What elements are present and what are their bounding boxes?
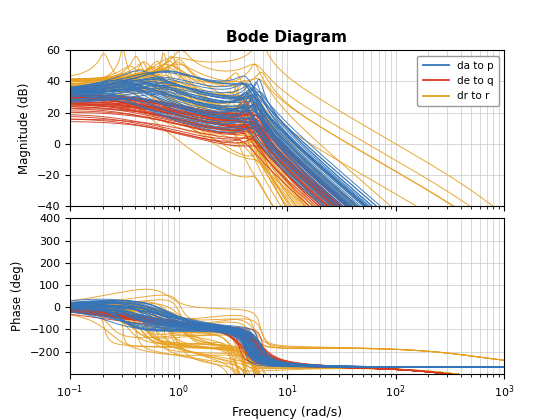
Legend: da to p, de to q, dr to r: da to p, de to q, dr to r bbox=[417, 55, 499, 106]
X-axis label: Frequency (rad/s): Frequency (rad/s) bbox=[232, 406, 342, 419]
Y-axis label: Phase (deg): Phase (deg) bbox=[11, 261, 24, 331]
Y-axis label: Magnitude (dB): Magnitude (dB) bbox=[18, 82, 31, 174]
Title: Bode Diagram: Bode Diagram bbox=[226, 30, 348, 45]
